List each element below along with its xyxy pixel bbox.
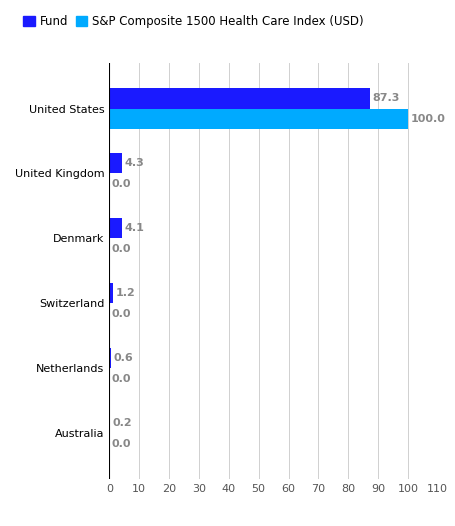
Text: 0.2: 0.2 bbox=[112, 418, 132, 428]
Bar bbox=[109, 282, 113, 304]
Text: 4.1: 4.1 bbox=[124, 223, 144, 233]
Text: 0.6: 0.6 bbox=[113, 353, 133, 363]
Text: 4.3: 4.3 bbox=[124, 158, 144, 168]
Text: 0.0: 0.0 bbox=[111, 244, 131, 254]
Text: 100.0: 100.0 bbox=[410, 114, 444, 124]
Text: 0.0: 0.0 bbox=[111, 439, 131, 449]
Text: 1.2: 1.2 bbox=[115, 288, 135, 298]
Text: 0.0: 0.0 bbox=[111, 309, 131, 319]
Bar bbox=[109, 348, 111, 368]
Text: 0.0: 0.0 bbox=[111, 179, 131, 189]
Legend: Fund, S&P Composite 1500 Health Care Index (USD): Fund, S&P Composite 1500 Health Care Ind… bbox=[23, 15, 363, 28]
Bar bbox=[109, 88, 369, 108]
Bar bbox=[109, 412, 110, 433]
Bar bbox=[109, 218, 121, 238]
Text: 87.3: 87.3 bbox=[372, 93, 399, 103]
Bar bbox=[109, 153, 122, 174]
Bar bbox=[109, 108, 407, 129]
Text: 0.0: 0.0 bbox=[111, 373, 131, 383]
